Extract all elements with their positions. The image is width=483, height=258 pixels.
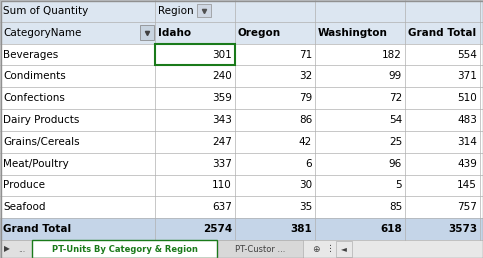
Bar [140, 25, 154, 40]
Text: Seafood: Seafood [3, 202, 45, 212]
Text: Region: Region [158, 6, 194, 16]
Text: Dairy Products: Dairy Products [3, 115, 79, 125]
Text: Produce: Produce [3, 180, 45, 190]
Bar [336, 241, 352, 257]
Text: 510: 510 [457, 93, 477, 103]
Text: 337: 337 [212, 159, 232, 169]
Text: ...: ... [18, 245, 26, 254]
Text: Grains/Cereals: Grains/Cereals [3, 137, 80, 147]
Text: Sum of Quantity: Sum of Quantity [3, 6, 88, 16]
Text: ⊕: ⊕ [312, 245, 320, 254]
Bar [0, 240, 32, 258]
Text: 72: 72 [389, 93, 402, 103]
Bar [0, 218, 483, 240]
Text: 5: 5 [396, 180, 402, 190]
Text: 637: 637 [212, 202, 232, 212]
Text: 25: 25 [389, 137, 402, 147]
Text: 182: 182 [382, 50, 402, 60]
Text: 343: 343 [212, 115, 232, 125]
Text: 3573: 3573 [448, 224, 477, 234]
Text: Condiments: Condiments [3, 71, 66, 81]
Text: 110: 110 [212, 180, 232, 190]
Text: 32: 32 [299, 71, 312, 81]
Text: 96: 96 [389, 159, 402, 169]
Bar [0, 44, 483, 66]
Text: 54: 54 [389, 115, 402, 125]
Text: Grand Total: Grand Total [3, 224, 71, 234]
Text: PT-Custor ...: PT-Custor ... [235, 245, 285, 254]
Text: 42: 42 [299, 137, 312, 147]
Text: Idaho: Idaho [158, 28, 191, 38]
Bar [0, 109, 483, 131]
Bar [155, 44, 235, 66]
Text: 247: 247 [212, 137, 232, 147]
Text: Beverages: Beverages [3, 50, 58, 60]
Text: 71: 71 [299, 50, 312, 60]
Text: Oregon: Oregon [238, 28, 281, 38]
Bar [0, 66, 483, 87]
Text: 240: 240 [212, 71, 232, 81]
Text: 618: 618 [380, 224, 402, 234]
Text: Grand Total: Grand Total [408, 28, 476, 38]
Text: Confections: Confections [3, 93, 65, 103]
Text: 483: 483 [457, 115, 477, 125]
Text: 79: 79 [299, 93, 312, 103]
Text: ⋮: ⋮ [326, 245, 335, 254]
Text: CategoryName: CategoryName [3, 28, 81, 38]
Text: 99: 99 [389, 71, 402, 81]
Bar [32, 240, 217, 258]
Text: ▶: ▶ [4, 245, 10, 254]
Text: 301: 301 [212, 50, 232, 60]
Bar [0, 196, 483, 218]
Bar [197, 4, 212, 18]
Text: 30: 30 [299, 180, 312, 190]
Bar [218, 240, 303, 258]
Bar [0, 0, 483, 22]
Text: 381: 381 [290, 224, 312, 234]
Bar [0, 175, 483, 196]
Text: 439: 439 [457, 159, 477, 169]
Text: 314: 314 [457, 137, 477, 147]
Bar [0, 87, 483, 109]
Text: 371: 371 [457, 71, 477, 81]
Text: PT-Units By Category & Region: PT-Units By Category & Region [52, 245, 198, 254]
Text: 359: 359 [212, 93, 232, 103]
Text: 6: 6 [305, 159, 312, 169]
Text: 35: 35 [299, 202, 312, 212]
Text: 145: 145 [457, 180, 477, 190]
Text: 2574: 2574 [203, 224, 232, 234]
Bar [0, 131, 483, 153]
Bar [0, 153, 483, 175]
Text: ◄: ◄ [341, 245, 347, 254]
Text: 554: 554 [457, 50, 477, 60]
Text: 757: 757 [457, 202, 477, 212]
Bar [0, 240, 483, 258]
Text: 85: 85 [389, 202, 402, 212]
Text: Washington: Washington [318, 28, 388, 38]
Bar [0, 22, 483, 44]
Text: Meat/Poultry: Meat/Poultry [3, 159, 69, 169]
Text: 86: 86 [299, 115, 312, 125]
